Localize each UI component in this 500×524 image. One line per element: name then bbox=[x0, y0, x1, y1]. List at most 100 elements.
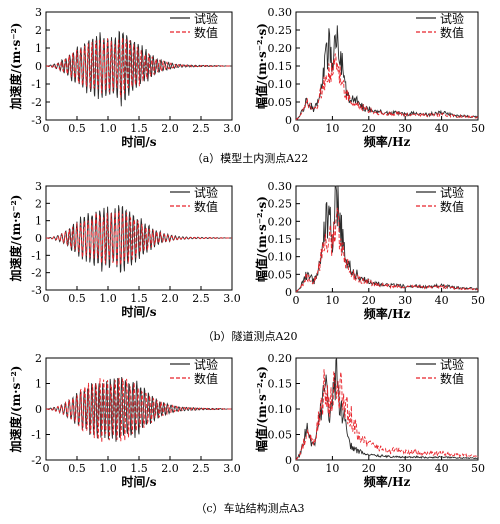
series-line-test bbox=[295, 25, 479, 121]
y-tick-label: 0.15 bbox=[268, 378, 293, 391]
x-tick-label: 20 bbox=[362, 294, 376, 307]
y-tick-label: 0.25 bbox=[268, 24, 293, 37]
x-axis-label: 时间/s bbox=[121, 474, 156, 489]
x-tick-label: 0 bbox=[43, 292, 50, 305]
x-tick-label: 1.5 bbox=[130, 122, 148, 135]
y-tick-label: 0.10 bbox=[268, 251, 293, 264]
y-tick-label: 3 bbox=[35, 6, 42, 19]
x-tick-label: 2.5 bbox=[192, 462, 210, 475]
x-tick-label: 0.5 bbox=[68, 292, 86, 305]
x-tick-label: 0.5 bbox=[68, 122, 86, 135]
x-tick-label: 2.0 bbox=[161, 122, 179, 135]
chart-c-freq: 0 10 20 30 40 50 0 0.05 0.10 0.15 0.20 频率/Hz 幅值/(m·s… bbox=[254, 352, 485, 489]
y-tick-label: 3 bbox=[35, 180, 42, 193]
y-tick-label: 0.25 bbox=[268, 198, 293, 211]
x-tick-label: 0 bbox=[293, 122, 300, 135]
series-line-numeric bbox=[295, 207, 479, 293]
legend-label-test: 试验 bbox=[440, 357, 464, 372]
x-axis-label: 频率/Hz bbox=[364, 134, 411, 149]
y-axis-label: 加速度/(m·s⁻²) bbox=[8, 366, 23, 454]
x-axis-label: 时间/s bbox=[121, 134, 156, 149]
y-tick-label: 1 bbox=[35, 378, 42, 391]
x-tick-label: 50 bbox=[471, 462, 485, 475]
x-axis-label: 时间/s bbox=[121, 304, 156, 319]
y-tick-label: 0.30 bbox=[268, 6, 293, 19]
x-tick-label: 20 bbox=[362, 462, 376, 475]
legend-label-numeric: 数值 bbox=[194, 25, 218, 40]
x-tick-label: 0 bbox=[293, 462, 300, 475]
y-tick-label: 1 bbox=[35, 42, 42, 55]
x-tick-label: 2.0 bbox=[161, 292, 179, 305]
y-tick-label: 0 bbox=[285, 114, 292, 127]
x-tick-label: 30 bbox=[398, 462, 412, 475]
y-tick-label: 0.20 bbox=[268, 42, 293, 55]
x-tick-label: 50 bbox=[471, 294, 485, 307]
x-tick-label: 3.0 bbox=[223, 122, 241, 135]
x-tick-label: 2.5 bbox=[192, 122, 210, 135]
y-axis-label: 加速度/(m·s⁻²) bbox=[8, 23, 23, 111]
x-tick-label: 1.0 bbox=[99, 292, 117, 305]
x-tick-label: 1.5 bbox=[130, 462, 148, 475]
x-tick-label: 30 bbox=[398, 294, 412, 307]
chart-a-freq: 0 10 20 30 40 5000.050.100.150.200.250.30频率/H… bbox=[254, 6, 485, 149]
y-tick-label: 0 bbox=[35, 403, 42, 416]
y-tick-label: -3 bbox=[31, 114, 42, 127]
series-line-test bbox=[295, 185, 479, 293]
series-line-numeric bbox=[46, 210, 232, 266]
series-line-numeric bbox=[45, 37, 232, 98]
y-tick-label: 2 bbox=[35, 24, 42, 37]
y-tick-label: 2 bbox=[35, 352, 42, 365]
y-tick-label: 1 bbox=[35, 215, 42, 228]
x-tick-label: 10 bbox=[325, 294, 339, 307]
y-tick-label: -1 bbox=[31, 249, 42, 262]
legend-label-test: 试验 bbox=[194, 357, 218, 372]
y-tick-label: 0.15 bbox=[268, 60, 293, 73]
x-tick-label: 40 bbox=[435, 462, 449, 475]
x-tick-label: 1.5 bbox=[130, 292, 148, 305]
y-tick-label: -3 bbox=[31, 284, 42, 297]
x-tick-label: 40 bbox=[435, 294, 449, 307]
y-tick-label: 0 bbox=[35, 232, 42, 245]
series-line-numeric bbox=[295, 369, 479, 461]
x-tick-label: 2.0 bbox=[161, 462, 179, 475]
y-tick-label: -2 bbox=[31, 96, 42, 109]
x-tick-label: 1.0 bbox=[99, 122, 117, 135]
legend-label-numeric: 数值 bbox=[440, 199, 464, 214]
chart-c-time: 0 0.5 1.0 1.5 2.0 2.5 3.0 -2 -1 0 1 2 时间/s 加速度/(m·s⁻²… bbox=[8, 352, 241, 489]
y-tick-label: 0.05 bbox=[268, 96, 293, 109]
y-axis-label: 幅值/(m·s⁻²·s) bbox=[254, 366, 269, 452]
chart-a-time: 0 0.5 1.0 1.5 2.0 2.5 3.0 -3 -2 -1 0 1 2 3 时间/s 加速度/(m·… bbox=[8, 6, 241, 149]
charts-layer: 0 0.5 1.0 1.5 2.0 2.5 3.0 -3 -2 -1 0 1 2 3 时间/s 加速度/(m·… bbox=[8, 6, 485, 489]
series-line-numeric bbox=[295, 53, 478, 121]
x-axis-label: 频率/Hz bbox=[364, 306, 411, 321]
legend-label-numeric: 数值 bbox=[194, 371, 218, 386]
legend-label-test: 试验 bbox=[440, 185, 464, 200]
y-tick-label: 0.05 bbox=[268, 268, 293, 281]
legend-label-test: 试验 bbox=[194, 11, 218, 26]
y-tick-label: 0.10 bbox=[268, 403, 293, 416]
y-tick-label: 0.30 bbox=[268, 180, 293, 193]
x-tick-label: 0 bbox=[43, 122, 50, 135]
y-tick-label: 0.10 bbox=[268, 78, 293, 91]
x-tick-label: 0 bbox=[293, 294, 300, 307]
y-axis-label: 幅值/(m·s⁻²·s) bbox=[254, 23, 269, 109]
caption-c: （c）车站结构测点A3 bbox=[195, 501, 304, 515]
series-line-test bbox=[295, 357, 478, 461]
x-tick-label: 0 bbox=[43, 462, 50, 475]
y-tick-label: 0.20 bbox=[268, 352, 293, 365]
x-tick-label: 3.0 bbox=[223, 292, 241, 305]
legend-label-test: 试验 bbox=[440, 11, 464, 26]
x-tick-label: 20 bbox=[362, 122, 376, 135]
x-tick-label: 50 bbox=[471, 122, 485, 135]
x-tick-label: 3.0 bbox=[223, 462, 241, 475]
legend-label-numeric: 数值 bbox=[440, 371, 464, 386]
x-tick-label: 1.0 bbox=[99, 462, 117, 475]
y-tick-label: -1 bbox=[31, 429, 42, 442]
legend-label-test: 试验 bbox=[194, 185, 218, 200]
x-tick-label: 40 bbox=[435, 122, 449, 135]
x-tick-label: 10 bbox=[325, 462, 339, 475]
x-tick-label: 0.5 bbox=[68, 462, 86, 475]
caption-b: （b）隧道测点A20 bbox=[203, 329, 298, 343]
